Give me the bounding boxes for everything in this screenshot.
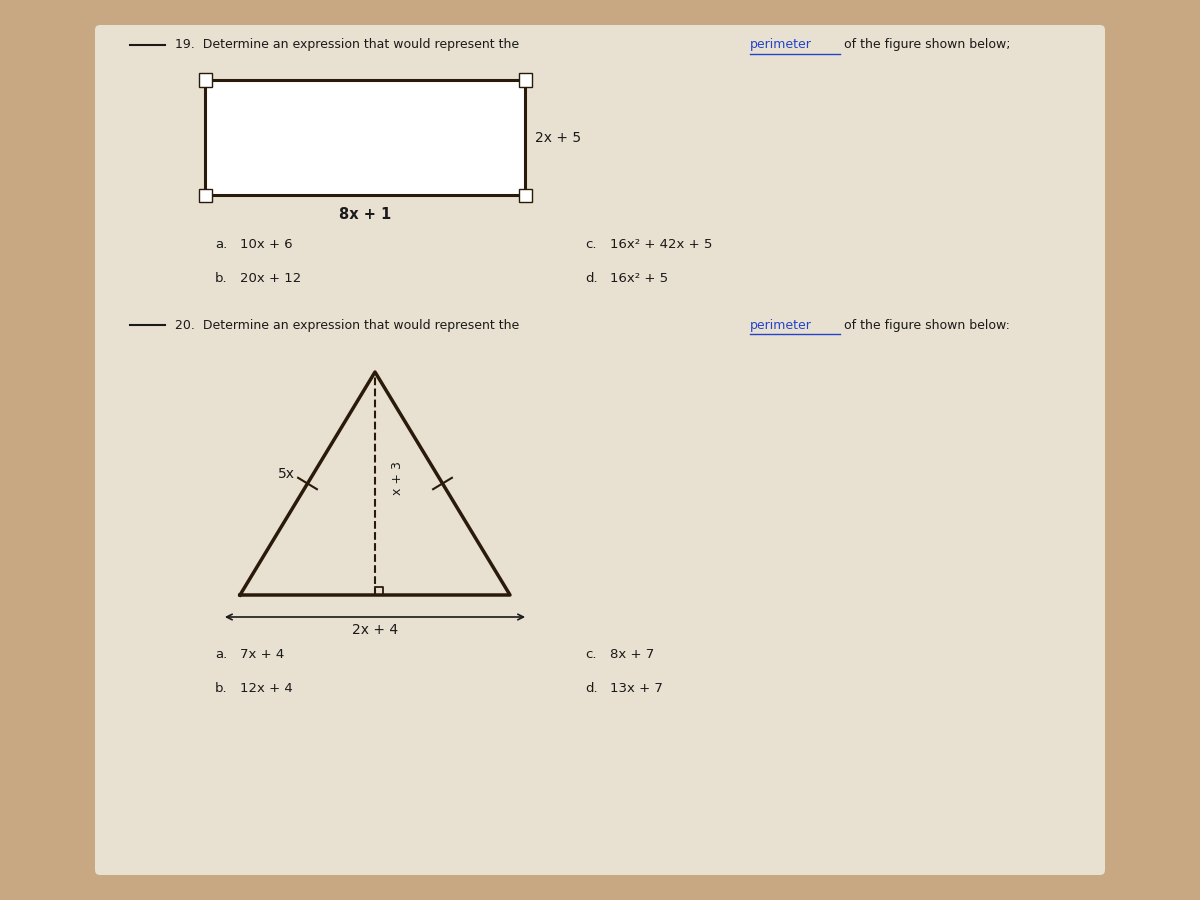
Text: of the figure shown below;: of the figure shown below; [840, 39, 1010, 51]
Text: x + 3: x + 3 [391, 462, 404, 495]
Text: 5x: 5x [278, 466, 295, 481]
Text: d.: d. [586, 681, 598, 695]
Text: of the figure shown below:: of the figure shown below: [840, 319, 1010, 331]
Text: d.: d. [586, 272, 598, 284]
Text: b.: b. [215, 681, 228, 695]
Bar [198, 188, 211, 202]
Text: c.: c. [586, 649, 596, 662]
Text: 10x + 6: 10x + 6 [240, 238, 293, 251]
Text: a.: a. [215, 649, 227, 662]
Text: a.: a. [215, 238, 227, 251]
Text: 16x² + 5: 16x² + 5 [610, 272, 668, 284]
Bar [198, 74, 211, 86]
Text: 8x + 1: 8x + 1 [338, 207, 391, 222]
Text: 2x + 4: 2x + 4 [352, 623, 398, 637]
FancyBboxPatch shape [95, 25, 1105, 875]
Text: c.: c. [586, 238, 596, 251]
Text: perimeter: perimeter [750, 319, 812, 331]
Text: b.: b. [215, 272, 228, 284]
Text: 7x + 4: 7x + 4 [240, 649, 284, 662]
Text: 2x + 5: 2x + 5 [535, 130, 581, 145]
Text: 20x + 12: 20x + 12 [240, 272, 301, 284]
Text: 16x² + 42x + 5: 16x² + 42x + 5 [610, 238, 713, 251]
Text: 8x + 7: 8x + 7 [610, 649, 654, 662]
Bar [518, 188, 532, 202]
Text: 12x + 4: 12x + 4 [240, 681, 293, 695]
Text: perimeter: perimeter [750, 39, 812, 51]
Text: 13x + 7: 13x + 7 [610, 681, 662, 695]
Text: 20.  Determine an expression that would represent the: 20. Determine an expression that would r… [175, 319, 523, 331]
Bar [205, 80, 526, 195]
Text: 19.  Determine an expression that would represent the: 19. Determine an expression that would r… [175, 39, 523, 51]
Bar [518, 74, 532, 86]
